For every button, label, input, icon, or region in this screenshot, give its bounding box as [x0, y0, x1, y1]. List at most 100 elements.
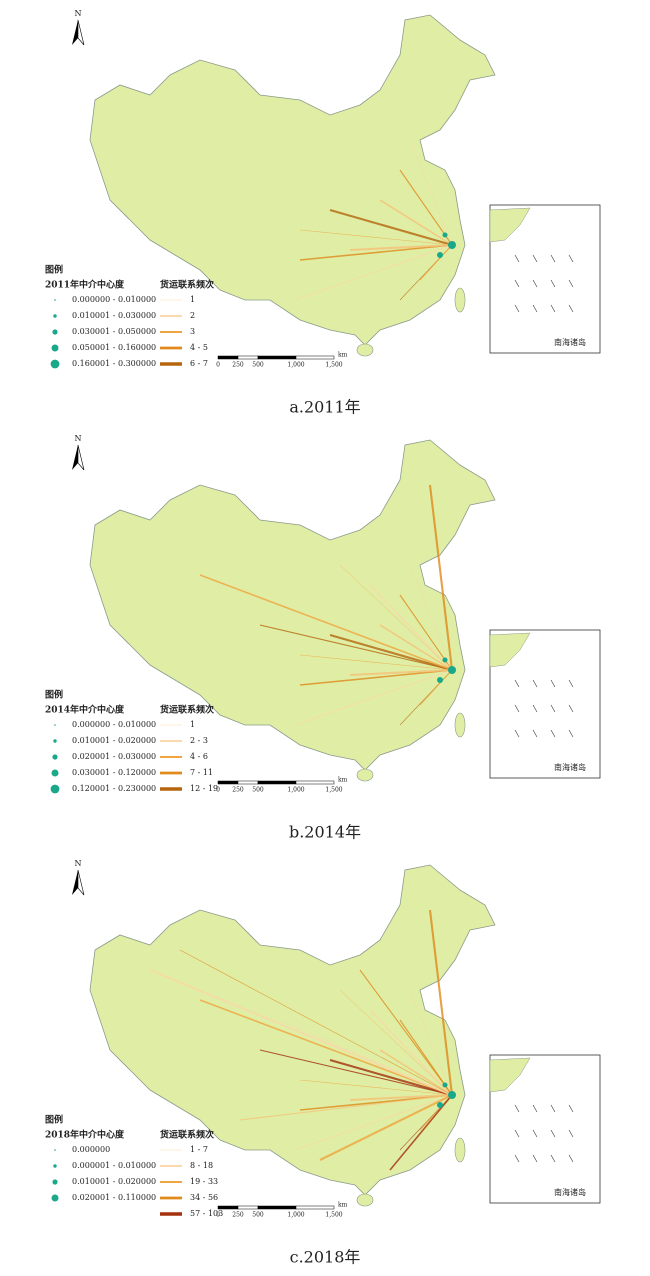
map-panel: N 南海诸岛 图例 2014年中介中心度 0.000000 - 0.010000 0.01…: [45, 434, 601, 842]
hub-node: [448, 1091, 456, 1099]
hainan: [356, 1193, 374, 1207]
inset-dash: [550, 254, 556, 263]
inset-dash: [568, 279, 574, 288]
inset-dash: [514, 1104, 520, 1113]
centrality-class: 0.020001 - 0.110000: [72, 1193, 156, 1202]
inset-dash: [550, 729, 556, 738]
centrality-class: 0.000000 - 0.010000: [72, 295, 156, 304]
flow-line: [349, 668, 453, 677]
flow-line: [369, 584, 453, 671]
inset-dash: [514, 254, 520, 263]
flow-line: [299, 1079, 453, 1096]
flow-line: [409, 139, 453, 246]
scale-label: 250: [232, 787, 244, 794]
scale-segment: [257, 355, 297, 360]
hub-node: [442, 232, 448, 238]
flow-class: 7 - 11: [190, 768, 213, 777]
scale-label: 0: [216, 362, 220, 369]
flow-line: [199, 999, 453, 1096]
flow-line: [279, 1019, 453, 1096]
flow-class: 4 - 5: [190, 343, 208, 352]
flow-line: [349, 1093, 453, 1102]
centrality-symbol: [51, 344, 59, 352]
inset-dash: [514, 304, 520, 313]
scale-unit: km: [338, 777, 348, 784]
flow-class: 34 - 56: [190, 1193, 218, 1202]
panel-caption: a.2011年: [289, 398, 360, 417]
inset-dash: [568, 704, 574, 713]
centrality-symbol: [54, 724, 56, 726]
north-label: N: [75, 434, 82, 443]
scale-label: 1,000: [287, 1212, 304, 1219]
flow-line: [294, 244, 453, 301]
flow-line: [389, 1094, 453, 1171]
flow-class: 3: [190, 327, 195, 336]
taiwan: [454, 712, 466, 738]
flow-line: [199, 574, 453, 671]
hub-node: [448, 241, 456, 249]
hainan: [356, 343, 374, 357]
centrality-symbol: [53, 739, 57, 743]
inset-dash: [532, 704, 538, 713]
inset-dash: [550, 704, 556, 713]
scale-label: 1,500: [325, 362, 342, 369]
scale-segment: [295, 355, 335, 360]
north-label: N: [75, 9, 82, 18]
flow-title: 货运联系频次: [160, 704, 214, 716]
centrality-class: 0.000000: [72, 1145, 110, 1154]
inset-dash: [568, 1129, 574, 1138]
scale-label: 1,000: [287, 787, 304, 794]
flow-class: 8 - 18: [190, 1161, 213, 1170]
inset-dash: [568, 254, 574, 263]
flow-line: [299, 244, 453, 261]
flow-line: [409, 564, 453, 671]
centrality-symbol: [54, 299, 56, 301]
north-label: N: [75, 859, 82, 868]
centrality-symbol: [54, 1149, 56, 1151]
inset-coast: [489, 1057, 531, 1093]
centrality-symbol: [52, 1179, 58, 1185]
flow-line: [399, 169, 453, 246]
scale-segment: [295, 1205, 335, 1210]
inset-dash: [532, 679, 538, 688]
inset-dash: [514, 1154, 520, 1163]
flow-line: [409, 989, 453, 1096]
panel-caption: b.2014年: [289, 823, 361, 842]
flow-title: 货运联系频次: [160, 1129, 214, 1141]
inset-dash: [514, 279, 520, 288]
scale-segment: [217, 355, 239, 360]
flow-line: [349, 243, 453, 252]
inset-dash: [532, 729, 538, 738]
flow-line: [419, 669, 453, 706]
scale-label: 1,500: [325, 1212, 342, 1219]
flow-class: 1: [190, 720, 195, 729]
taiwan: [454, 287, 466, 313]
inset-label: 南海诸岛: [554, 337, 586, 347]
flow-class: 1 - 7: [190, 1145, 208, 1154]
scale-segment: [237, 355, 259, 360]
flow-line: [329, 1058, 453, 1097]
legend-title: 图例: [45, 689, 63, 701]
taiwan: [454, 1137, 466, 1163]
flow-line: [259, 1049, 453, 1096]
scale-label: 0: [216, 787, 220, 794]
centrality-symbol: [52, 329, 58, 335]
centrality-class: 0.000001 - 0.010000: [72, 1161, 156, 1170]
flow-line: [339, 989, 453, 1096]
flow-line: [299, 654, 453, 671]
scale-label: 500: [252, 362, 264, 369]
centrality-class: 0.010001 - 0.030000: [72, 311, 156, 320]
hub-node: [437, 1102, 443, 1108]
flow-line: [379, 1049, 453, 1096]
hub-node: [437, 252, 443, 258]
centrality-symbol: [53, 1164, 57, 1168]
centrality-title: 2011年中介中心度: [45, 279, 125, 291]
inset-dash: [568, 304, 574, 313]
flow-line: [359, 969, 453, 1096]
inset-dash: [550, 679, 556, 688]
hub-node: [437, 677, 443, 683]
scale-segment: [217, 780, 239, 785]
inset-dash: [550, 279, 556, 288]
flow-line: [369, 1009, 453, 1096]
map-panel: N 南海诸岛 图例 2018年中介中心度 0.000000 0.000001 - 0.01…: [45, 859, 601, 1267]
